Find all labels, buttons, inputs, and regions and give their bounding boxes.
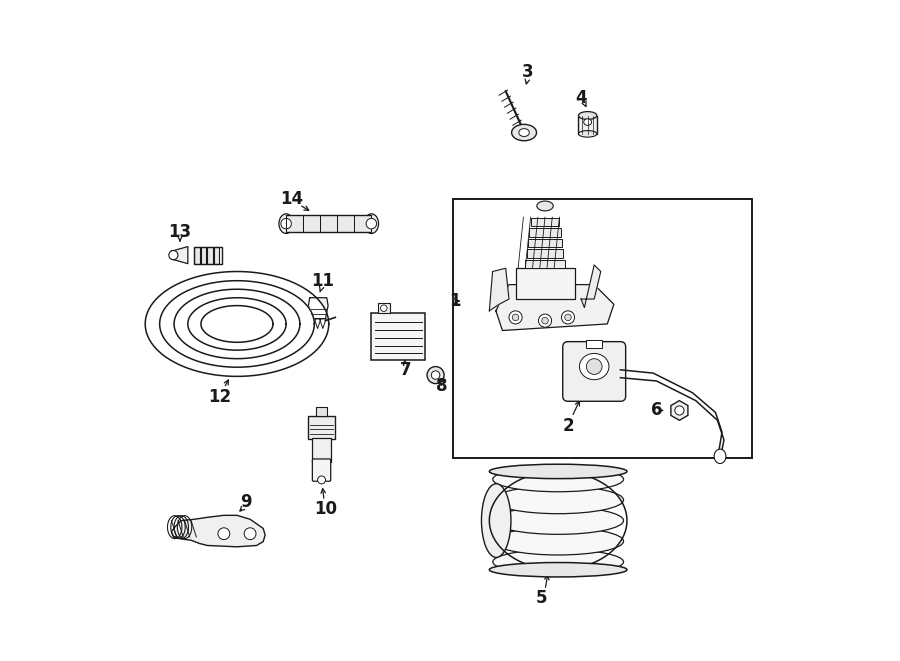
Bar	[372, 313, 425, 360]
Ellipse shape	[482, 484, 511, 557]
Text: 3: 3	[521, 63, 533, 81]
Ellipse shape	[279, 214, 293, 233]
Ellipse shape	[518, 129, 529, 136]
Bar	[529, 228, 561, 237]
Circle shape	[318, 476, 326, 484]
Polygon shape	[171, 516, 266, 547]
Polygon shape	[219, 315, 255, 333]
Polygon shape	[145, 272, 328, 376]
Bar	[194, 247, 200, 264]
Ellipse shape	[493, 507, 624, 534]
Circle shape	[586, 359, 602, 374]
Polygon shape	[320, 319, 326, 329]
Polygon shape	[314, 319, 321, 329]
Circle shape	[381, 305, 387, 311]
Circle shape	[281, 218, 292, 229]
Bar	[194, 247, 222, 264]
Ellipse shape	[431, 371, 440, 379]
Bar	[516, 268, 574, 299]
Text: 2: 2	[562, 416, 574, 434]
Ellipse shape	[579, 112, 597, 120]
Text: 1: 1	[449, 292, 461, 310]
Circle shape	[675, 406, 684, 415]
Bar	[214, 247, 220, 264]
Ellipse shape	[580, 354, 609, 379]
Bar	[316, 407, 327, 416]
Text: 6: 6	[651, 401, 662, 420]
Polygon shape	[201, 305, 273, 342]
Circle shape	[169, 251, 178, 260]
Bar	[309, 416, 335, 439]
Polygon shape	[309, 319, 316, 329]
Polygon shape	[159, 281, 314, 368]
Ellipse shape	[490, 563, 627, 577]
Text: 4: 4	[575, 89, 587, 107]
Bar	[586, 340, 602, 348]
Circle shape	[512, 314, 518, 321]
Ellipse shape	[584, 119, 591, 126]
Circle shape	[244, 527, 256, 539]
Ellipse shape	[493, 467, 624, 492]
Circle shape	[509, 311, 522, 324]
Text: 9: 9	[239, 493, 251, 511]
Polygon shape	[309, 297, 328, 319]
Ellipse shape	[428, 367, 444, 383]
Bar	[526, 249, 563, 258]
Bar	[579, 116, 597, 134]
Bar	[531, 217, 560, 226]
Circle shape	[562, 311, 574, 324]
Text: 5: 5	[536, 589, 547, 607]
Circle shape	[564, 314, 572, 321]
Bar	[378, 303, 390, 313]
Ellipse shape	[536, 201, 554, 211]
Ellipse shape	[493, 549, 624, 574]
Bar	[320, 215, 338, 232]
Text: 14: 14	[280, 190, 303, 208]
Circle shape	[538, 314, 552, 327]
Bar	[312, 438, 330, 461]
Polygon shape	[174, 290, 300, 359]
FancyBboxPatch shape	[562, 342, 626, 401]
Bar	[208, 247, 212, 264]
FancyBboxPatch shape	[312, 459, 330, 481]
Polygon shape	[188, 297, 286, 350]
Bar	[286, 215, 303, 232]
Text: 10: 10	[314, 500, 337, 518]
Bar	[528, 239, 562, 247]
Circle shape	[366, 218, 376, 229]
Polygon shape	[581, 265, 601, 307]
Ellipse shape	[511, 124, 536, 141]
Bar	[201, 247, 206, 264]
Circle shape	[218, 527, 230, 539]
Text: 13: 13	[168, 223, 192, 241]
Bar	[338, 215, 355, 232]
Polygon shape	[490, 268, 509, 311]
Bar	[355, 215, 372, 232]
Text: 7: 7	[400, 361, 412, 379]
Text: 12: 12	[208, 389, 230, 407]
Bar	[454, 200, 752, 458]
Ellipse shape	[493, 486, 624, 514]
Text: 8: 8	[436, 377, 448, 395]
Ellipse shape	[364, 214, 379, 233]
Circle shape	[542, 317, 548, 324]
Polygon shape	[171, 247, 188, 264]
Polygon shape	[496, 285, 614, 330]
Bar	[526, 260, 564, 268]
Ellipse shape	[490, 464, 627, 479]
Ellipse shape	[493, 527, 624, 555]
Ellipse shape	[714, 449, 726, 463]
Ellipse shape	[579, 131, 597, 137]
Text: 11: 11	[310, 272, 334, 290]
Bar	[303, 215, 320, 232]
